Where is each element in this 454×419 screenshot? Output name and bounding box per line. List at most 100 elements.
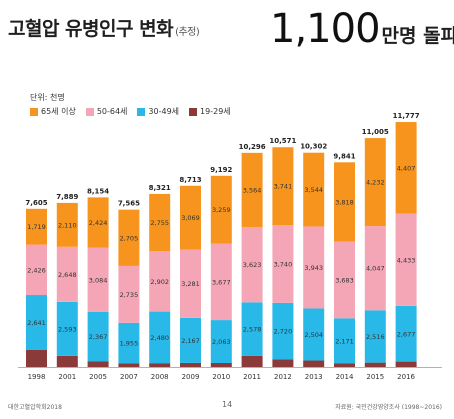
bar-segment-30-49-1998 bbox=[26, 295, 47, 350]
x-tick-label-2010: 2010 bbox=[212, 373, 230, 381]
bar-segment-50-64-2013 bbox=[303, 226, 325, 309]
bar-segment-50-64-2008 bbox=[149, 251, 171, 312]
total-label-2016: 11,777 bbox=[393, 112, 420, 120]
bar-segment-19-29-2015 bbox=[364, 362, 386, 367]
total-label-2009: 8,713 bbox=[179, 176, 201, 184]
legend-swatch-50-64 bbox=[85, 107, 94, 116]
total-label-2001: 7,889 bbox=[56, 193, 78, 201]
legend-swatch-30-49 bbox=[137, 107, 146, 116]
data-label-65+-2001: 2,110 bbox=[58, 221, 77, 229]
total-label-2014: 9,841 bbox=[333, 152, 355, 160]
unit-label: 단위: 천명 bbox=[30, 93, 65, 102]
x-tick-label-2001: 2001 bbox=[58, 373, 76, 381]
bar-segment-30-49-2008 bbox=[149, 311, 171, 364]
title-text: 고혈압 유병인구 변화 bbox=[8, 18, 174, 40]
total-label-2013: 10,302 bbox=[300, 143, 327, 151]
bar-segment-50-64-1998 bbox=[26, 244, 47, 296]
data-label-65+-2009: 3,069 bbox=[181, 214, 200, 222]
total-label-2012: 10,571 bbox=[269, 137, 296, 145]
data-label-50-64-2010: 3,677 bbox=[212, 278, 231, 286]
data-label-30-49-2005: 2,367 bbox=[89, 333, 108, 341]
data-label-50-64-1998: 2,426 bbox=[27, 266, 46, 274]
bar-segment-50-64-2016 bbox=[395, 213, 417, 306]
data-label-50-64-2007: 2,735 bbox=[120, 291, 139, 299]
chart-title: 고혈압 유병인구 변화 (추정) bbox=[8, 14, 200, 41]
bar-segment-30-49-2011 bbox=[241, 302, 263, 356]
data-label-30-49-2008: 2,480 bbox=[150, 334, 169, 342]
bar-segment-30-49-2001 bbox=[56, 301, 78, 356]
data-label-65+-2011: 3,564 bbox=[243, 186, 262, 194]
bar-segment-19-29-2007 bbox=[118, 363, 140, 367]
x-tick-label-2007: 2007 bbox=[120, 373, 138, 381]
bar-segment-30-49-2015 bbox=[364, 310, 386, 363]
headline-unit: 만명 돌파 bbox=[381, 25, 454, 47]
x-tick-label-2015: 2015 bbox=[366, 373, 384, 381]
data-label-50-64-2008: 2,902 bbox=[150, 278, 169, 286]
data-label-65+-2015: 4,232 bbox=[366, 179, 385, 187]
bar-segment-19-29-2001 bbox=[56, 355, 78, 367]
data-label-65+-2014: 3,818 bbox=[335, 199, 354, 207]
data-label-30-49-2007: 1,955 bbox=[120, 340, 139, 348]
data-label-30-49-2009: 2,167 bbox=[181, 337, 200, 345]
bar-segment-50-64-2015 bbox=[364, 226, 386, 311]
x-tick-label-2012: 2012 bbox=[274, 373, 292, 381]
bar-segment-50-64-2001 bbox=[56, 246, 78, 302]
legend-label-19-29: 19-29세 bbox=[200, 107, 231, 116]
bar-segment-65+-2016 bbox=[395, 122, 417, 214]
bar-segment-19-29-2012 bbox=[272, 359, 294, 367]
bar-segment-50-64-2009 bbox=[180, 249, 201, 318]
data-label-30-49-2015: 2,516 bbox=[366, 333, 385, 341]
data-label-30-49-2010: 2,063 bbox=[212, 338, 231, 346]
data-label-65+-2005: 2,424 bbox=[89, 219, 108, 227]
total-label-2010: 9,192 bbox=[210, 166, 232, 174]
bar-segment-30-49-2013 bbox=[303, 308, 325, 361]
bar-segment-65+-2015 bbox=[364, 138, 386, 227]
bar-segment-19-29-2009 bbox=[180, 362, 201, 367]
data-label-50-64-2014: 3,683 bbox=[335, 277, 354, 285]
legend-label-30-49: 30-49세 bbox=[148, 107, 180, 116]
data-label-65+-2007: 2,705 bbox=[120, 234, 139, 242]
bar-segment-30-49-2005 bbox=[87, 311, 109, 362]
title-note: (추정) bbox=[175, 27, 200, 38]
data-label-65+-2016: 4,407 bbox=[397, 164, 416, 172]
x-tick-label-2011: 2011 bbox=[243, 373, 261, 381]
bar-segment-19-29-2010 bbox=[210, 362, 232, 367]
bar-segment-50-64-2014 bbox=[334, 241, 355, 319]
data-label-50-64-2012: 3,740 bbox=[274, 260, 293, 268]
total-label-2015: 11,005 bbox=[362, 128, 389, 136]
bar-segment-50-64-2007 bbox=[118, 265, 140, 323]
data-label-65+-2013: 3,544 bbox=[304, 186, 323, 194]
bar-segment-30-49-2010 bbox=[210, 320, 232, 363]
total-label-2005: 8,154 bbox=[87, 187, 109, 195]
data-label-30-49-2016: 2,677 bbox=[397, 330, 416, 338]
footer-source-left: 대한고혈압학회2018 bbox=[8, 404, 62, 411]
page-number: 14 bbox=[222, 400, 233, 409]
bar-segment-30-49-2016 bbox=[395, 305, 417, 362]
bar-segment-65+-2013 bbox=[303, 152, 325, 227]
total-label-1998: 7,605 bbox=[25, 199, 47, 207]
footer-source-right: 자료원: 국민건강영양조사 (1998~2016) bbox=[335, 404, 442, 411]
bar-segment-65+-2010 bbox=[210, 175, 232, 244]
bar-segment-65+-2009 bbox=[180, 185, 201, 250]
bar-segment-65+-2001 bbox=[56, 202, 78, 247]
data-label-30-49-2013: 2,504 bbox=[304, 331, 323, 339]
data-label-30-49-2014: 2,171 bbox=[335, 337, 354, 345]
data-label-30-49-2001: 2,593 bbox=[58, 325, 77, 333]
bar-segment-19-29-2016 bbox=[395, 361, 417, 367]
bar-segment-65+-2005 bbox=[87, 197, 109, 248]
bar-segment-65+-1998 bbox=[26, 208, 47, 245]
total-label-2008: 8,321 bbox=[149, 184, 171, 192]
bar-segment-30-49-2007 bbox=[118, 322, 140, 364]
bar-segment-50-64-2011 bbox=[241, 226, 263, 303]
total-label-2011: 10,296 bbox=[239, 143, 266, 151]
bar-segment-19-29-2008 bbox=[149, 363, 171, 367]
legend-swatch-65plus bbox=[30, 107, 38, 116]
data-label-65+-1998: 1,719 bbox=[27, 223, 46, 231]
data-label-65+-2008: 2,755 bbox=[150, 219, 169, 227]
data-label-65+-2012: 3,741 bbox=[274, 183, 293, 191]
data-label-30-49-2011: 2,578 bbox=[243, 326, 262, 334]
legend-label-65plus: 65세 이상 bbox=[41, 107, 76, 116]
total-label-2007: 7,565 bbox=[118, 200, 140, 208]
x-tick-label-2008: 2008 bbox=[151, 373, 169, 381]
